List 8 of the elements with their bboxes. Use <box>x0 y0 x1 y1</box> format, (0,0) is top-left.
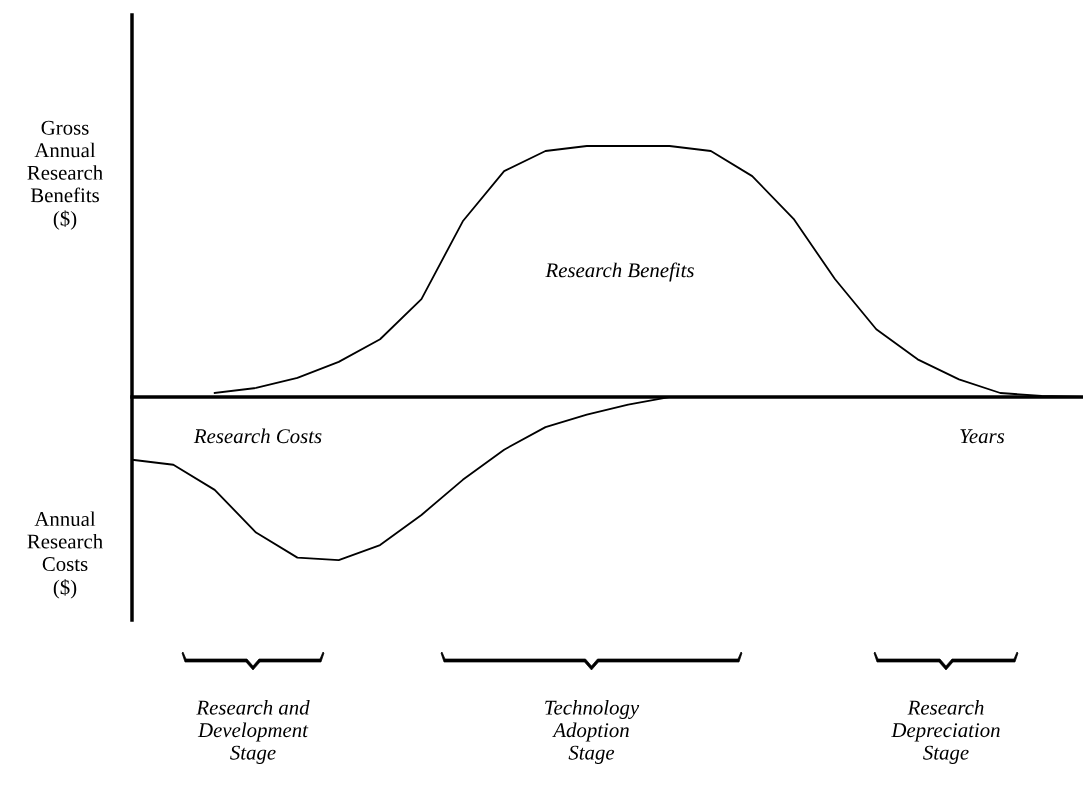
text: Annual Research Costs ($) <box>27 511 103 599</box>
text: Research and Development Stage <box>196 700 310 764</box>
y-axis-title: Gross Annual Research Benefits ($) <box>27 120 103 230</box>
x-axis-title: Years <box>960 429 1005 444</box>
annotation: Research Benefits <box>545 262 694 282</box>
text: Research Depreciation Stage <box>891 700 1000 764</box>
annotation: Research Costs <box>193 428 322 444</box>
text: Technology Adoption Stage <box>545 700 640 764</box>
